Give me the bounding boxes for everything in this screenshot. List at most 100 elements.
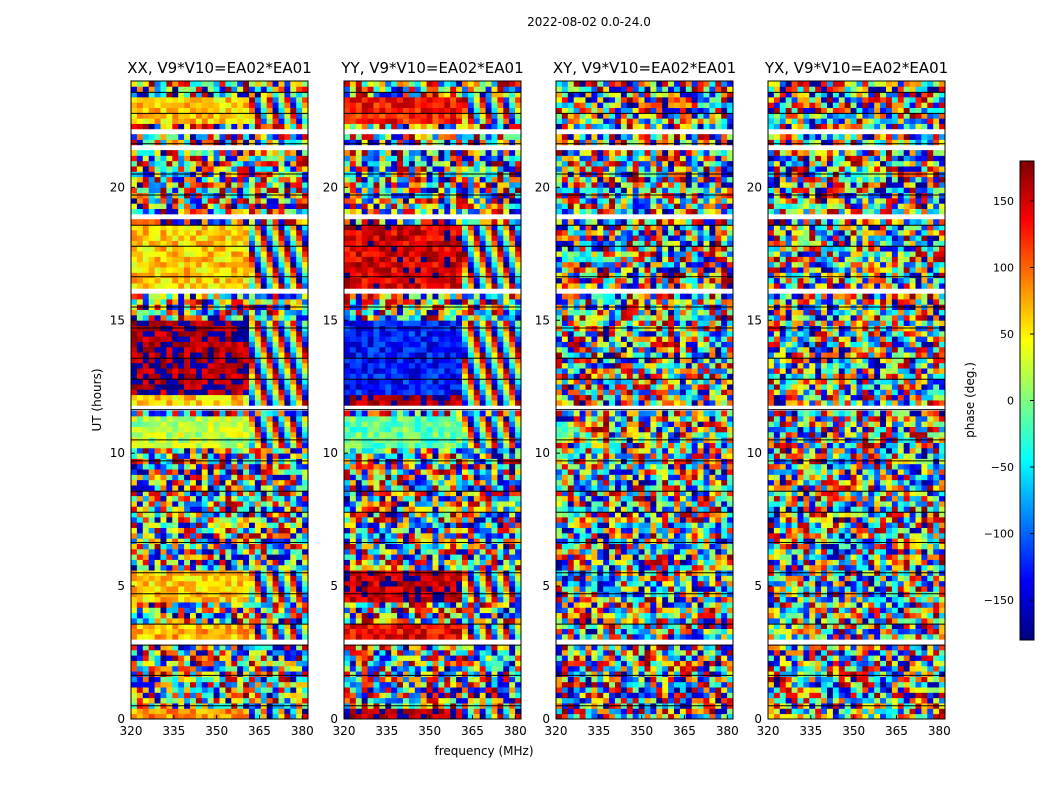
phase-cell: [278, 692, 285, 699]
phase-cell: [456, 522, 463, 528]
phase-cell: [254, 580, 262, 587]
phase-cell: [184, 687, 191, 693]
phase-cell: [207, 293, 214, 300]
phase-cell: [148, 330, 155, 337]
phase-cell: [266, 522, 273, 528]
phase-cell: [485, 612, 492, 619]
phase-cell: [302, 346, 309, 353]
phase-cell: [397, 681, 404, 688]
phase-cell: [284, 112, 291, 119]
phase-cell: [160, 139, 167, 146]
phase-cell: [254, 373, 262, 380]
phase-cell: [148, 665, 155, 672]
phase-cell: [237, 479, 244, 486]
phase-cell: [367, 447, 374, 454]
phase-cell: [485, 511, 492, 518]
phase-cell: [355, 644, 363, 651]
phase-cell: [444, 527, 451, 534]
phase-cell: [349, 607, 357, 614]
phase-cell: [190, 176, 197, 183]
phase-cell: [249, 378, 256, 385]
phase-cell: [479, 607, 486, 614]
phase-cell: [473, 671, 481, 677]
phase-cell: [243, 261, 250, 268]
phase-cell: [243, 453, 250, 459]
phase-cell: [166, 596, 173, 603]
phase-cell: [249, 362, 256, 369]
phase-cell: [284, 474, 291, 481]
phase-cell: [379, 442, 386, 449]
phase-cell: [219, 463, 226, 470]
phase-cell: [148, 86, 155, 93]
phase-cell: [272, 229, 279, 236]
phase-cell: [131, 118, 138, 124]
phase-cell: [201, 713, 209, 720]
phase-cell: [260, 277, 268, 284]
phase-cell: [420, 644, 427, 651]
phase-cell: [154, 522, 161, 528]
phase-cell: [403, 697, 410, 704]
phase-cell: [485, 463, 492, 470]
phase-cell: [148, 309, 155, 316]
phase-cell: [225, 293, 232, 300]
phase-cell: [379, 586, 386, 592]
phase-cell: [136, 644, 144, 651]
phase-cell: [254, 586, 262, 592]
phase-cell: [190, 389, 197, 396]
phase-cell: [284, 628, 291, 635]
phase-cell: [272, 522, 279, 528]
phase-cell: [491, 697, 498, 704]
phase-cell: [278, 660, 285, 667]
phase-cell: [231, 633, 238, 640]
phase-cell: [302, 580, 309, 587]
phase-cell: [172, 357, 179, 364]
phase-cell: [473, 692, 481, 699]
phase-cell: [178, 501, 185, 507]
phase-cell: [184, 362, 191, 369]
phase-cell: [243, 208, 250, 215]
phase-cell: [272, 708, 279, 715]
phase-cell: [290, 394, 297, 401]
phase-cell: [456, 644, 463, 651]
phase-cell: [284, 586, 291, 592]
phase-cell: [201, 474, 209, 481]
phase-cell: [503, 655, 510, 661]
phase-cell: [266, 495, 273, 502]
phase-cell: [225, 346, 232, 353]
phase-cell: [243, 352, 250, 358]
phase-cell: [367, 453, 374, 459]
phase-cell: [237, 155, 244, 162]
phase-cell: [272, 346, 279, 353]
phase-cell: [260, 554, 268, 560]
phase-cell: [207, 527, 214, 534]
phase-cell: [284, 655, 291, 661]
phase-cell: [160, 463, 167, 470]
phase-cell: [178, 697, 185, 704]
phase-cell: [154, 442, 161, 449]
phase-cell: [462, 447, 469, 454]
phase-cell: [302, 506, 309, 513]
phase-cell: [254, 245, 262, 252]
phase-cell: [266, 532, 273, 539]
phase-cell: [450, 649, 457, 656]
phase-cell: [243, 336, 250, 342]
phase-cell: [166, 384, 173, 390]
phase-cell: [491, 479, 498, 486]
phase-cell: [178, 453, 185, 459]
phase-cell: [207, 219, 214, 225]
phase-cell: [136, 86, 144, 93]
phase-cell: [438, 453, 445, 459]
phase-cell: [296, 575, 303, 582]
phase-cell: [142, 96, 150, 103]
phase-cell: [166, 112, 173, 119]
phase-cell: [403, 559, 410, 566]
phase-cell: [184, 160, 191, 167]
phase-cell: [249, 150, 256, 156]
phase-cell: [172, 644, 179, 651]
phase-cell: [296, 139, 303, 146]
phase-cell: [260, 346, 268, 353]
phase-cell: [420, 447, 427, 454]
phase-cell: [302, 644, 309, 651]
phase-cell: [379, 607, 386, 614]
phase-cell: [296, 400, 303, 406]
